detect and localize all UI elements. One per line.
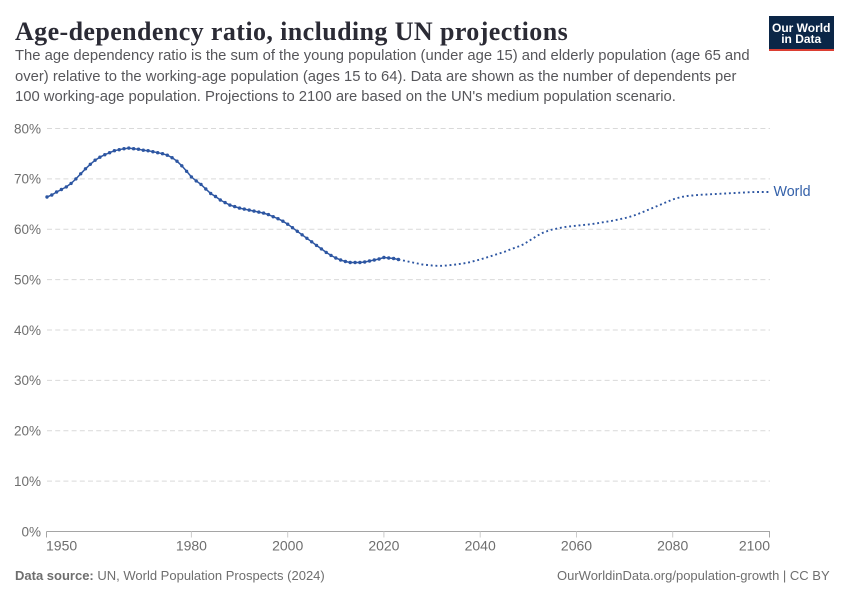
svg-text:10%: 10%: [14, 474, 41, 489]
svg-text:20%: 20%: [14, 424, 41, 439]
svg-text:80%: 80%: [14, 121, 41, 136]
svg-text:2000: 2000: [272, 538, 303, 554]
svg-text:2020: 2020: [368, 538, 399, 554]
svg-text:1980: 1980: [176, 538, 207, 554]
svg-text:2040: 2040: [465, 538, 496, 554]
svg-text:1950: 1950: [46, 538, 77, 554]
svg-text:0%: 0%: [21, 524, 41, 539]
svg-text:2060: 2060: [561, 538, 592, 554]
svg-text:2100: 2100: [739, 538, 770, 554]
svg-text:50%: 50%: [14, 272, 41, 287]
svg-text:World: World: [774, 184, 811, 200]
svg-text:30%: 30%: [14, 373, 41, 388]
svg-text:2080: 2080: [657, 538, 688, 554]
svg-text:40%: 40%: [14, 323, 41, 338]
svg-text:60%: 60%: [14, 222, 41, 237]
svg-text:70%: 70%: [14, 172, 41, 187]
